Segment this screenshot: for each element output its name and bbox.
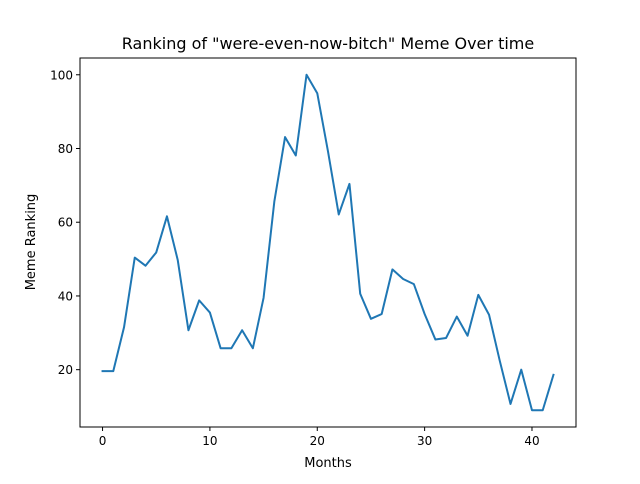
data-point — [230, 347, 232, 349]
data-point — [306, 74, 308, 76]
data-point — [198, 299, 200, 301]
data-point — [488, 314, 490, 316]
data-point — [499, 360, 501, 362]
data-point — [187, 329, 189, 331]
data-point — [327, 150, 329, 152]
data-point — [520, 369, 522, 371]
data-point — [531, 409, 533, 411]
data-point — [284, 136, 286, 138]
data-point — [477, 294, 479, 296]
data-point — [209, 312, 211, 314]
data-point — [552, 374, 554, 376]
data-point — [316, 92, 318, 94]
y-axis-label: Meme Ranking — [24, 194, 39, 291]
data-points — [102, 74, 555, 411]
plot-area-frame — [79, 57, 577, 428]
data-point — [338, 213, 340, 215]
data-point — [102, 370, 104, 372]
x-tick-label: 40 — [524, 434, 539, 448]
data-point — [434, 338, 436, 340]
y-tick-label: 60 — [58, 216, 73, 230]
x-tick-label: 30 — [417, 434, 432, 448]
data-point — [370, 318, 372, 320]
data-point — [155, 251, 157, 253]
data-point — [295, 155, 297, 157]
data-point — [413, 283, 415, 285]
x-axis: 0 10 20 30 40 — [99, 427, 540, 448]
data-point — [402, 278, 404, 280]
data-point — [263, 297, 265, 299]
data-point — [542, 409, 544, 411]
chart-title: Ranking of "were-even-now-bitch" Meme Ov… — [122, 34, 534, 53]
x-tick-label: 0 — [99, 434, 107, 448]
x-tick-label: 10 — [202, 434, 217, 448]
data-point — [220, 347, 222, 349]
data-point — [359, 293, 361, 295]
data-point — [241, 329, 243, 331]
data-point — [424, 313, 426, 315]
y-tick-label: 80 — [58, 142, 73, 156]
data-point — [510, 403, 512, 405]
data-point — [456, 316, 458, 318]
data-point — [123, 326, 125, 328]
data-point — [445, 337, 447, 339]
data-point — [112, 370, 114, 372]
y-tick-label: 20 — [58, 363, 73, 377]
x-tick-label: 20 — [310, 434, 325, 448]
y-tick-label: 40 — [58, 289, 73, 303]
data-point — [348, 183, 350, 185]
data-point — [391, 268, 393, 270]
y-tick-label: 100 — [50, 68, 73, 82]
data-point — [177, 259, 179, 261]
data-point — [144, 265, 146, 267]
data-point — [467, 335, 469, 337]
data-point — [381, 313, 383, 315]
data-point — [273, 201, 275, 203]
data-point — [166, 215, 168, 217]
data-point — [252, 347, 254, 349]
data-point — [134, 257, 136, 259]
series-line — [101, 73, 555, 412]
y-axis: 20 40 60 80 100 — [50, 68, 80, 377]
x-axis-label: Months — [304, 456, 352, 471]
